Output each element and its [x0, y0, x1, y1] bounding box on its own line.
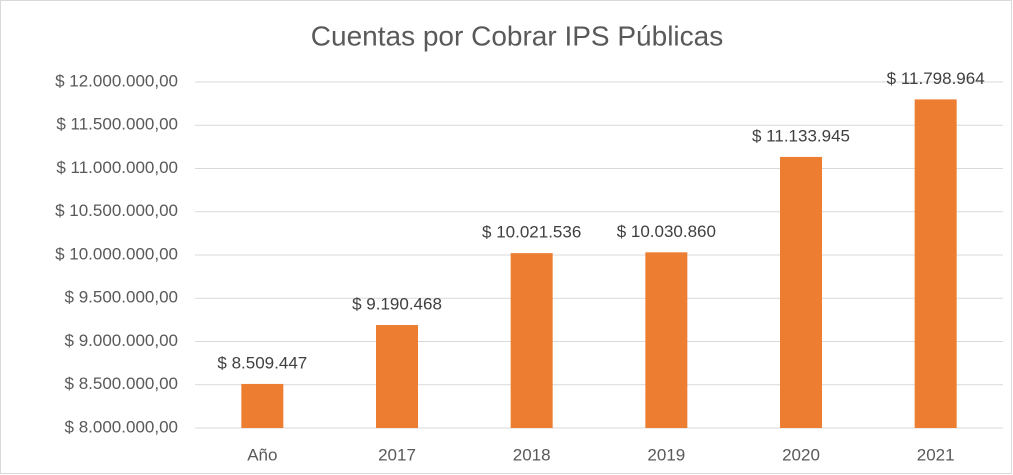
y-tick-label: $ 10.000.000,00 [55, 244, 178, 263]
bar [914, 99, 957, 428]
chart-title: Cuentas por Cobrar IPS Públicas [311, 20, 723, 51]
bar [241, 383, 284, 428]
x-tick-label: 2017 [378, 445, 416, 464]
x-tick-label: 2019 [647, 445, 685, 464]
y-tick-label: $ 8.000.000,00 [65, 417, 178, 436]
x-tick-label: 2020 [782, 445, 820, 464]
y-tick-label: $ 12.000.000,00 [55, 71, 178, 90]
x-tick-label: 2018 [513, 445, 551, 464]
x-tick-label: 2021 [917, 445, 955, 464]
value-label: $ 8.509.447 [217, 353, 307, 372]
y-tick-label: $ 11.000.000,00 [56, 158, 178, 177]
y-tick-label: $ 10.500.000,00 [55, 201, 178, 220]
value-label: $ 10.030.860 [617, 222, 716, 241]
y-tick-label: $ 9.000.000,00 [65, 331, 178, 350]
y-tick-label: $ 9.500.000,00 [65, 288, 178, 307]
value-label: $ 10.021.536 [482, 223, 581, 242]
value-label: $ 11.133.945 [752, 126, 850, 145]
y-tick-label: $ 11.500.000,00 [56, 115, 178, 134]
x-tick-label: Año [247, 445, 277, 464]
y-tick-label: $ 8.500.000,00 [65, 374, 178, 393]
value-label: $ 11.798.964 [887, 69, 985, 88]
bar [780, 156, 822, 428]
bar [376, 325, 418, 428]
bar [510, 253, 553, 428]
bar [645, 252, 688, 428]
value-label: $ 9.190.468 [352, 295, 442, 314]
